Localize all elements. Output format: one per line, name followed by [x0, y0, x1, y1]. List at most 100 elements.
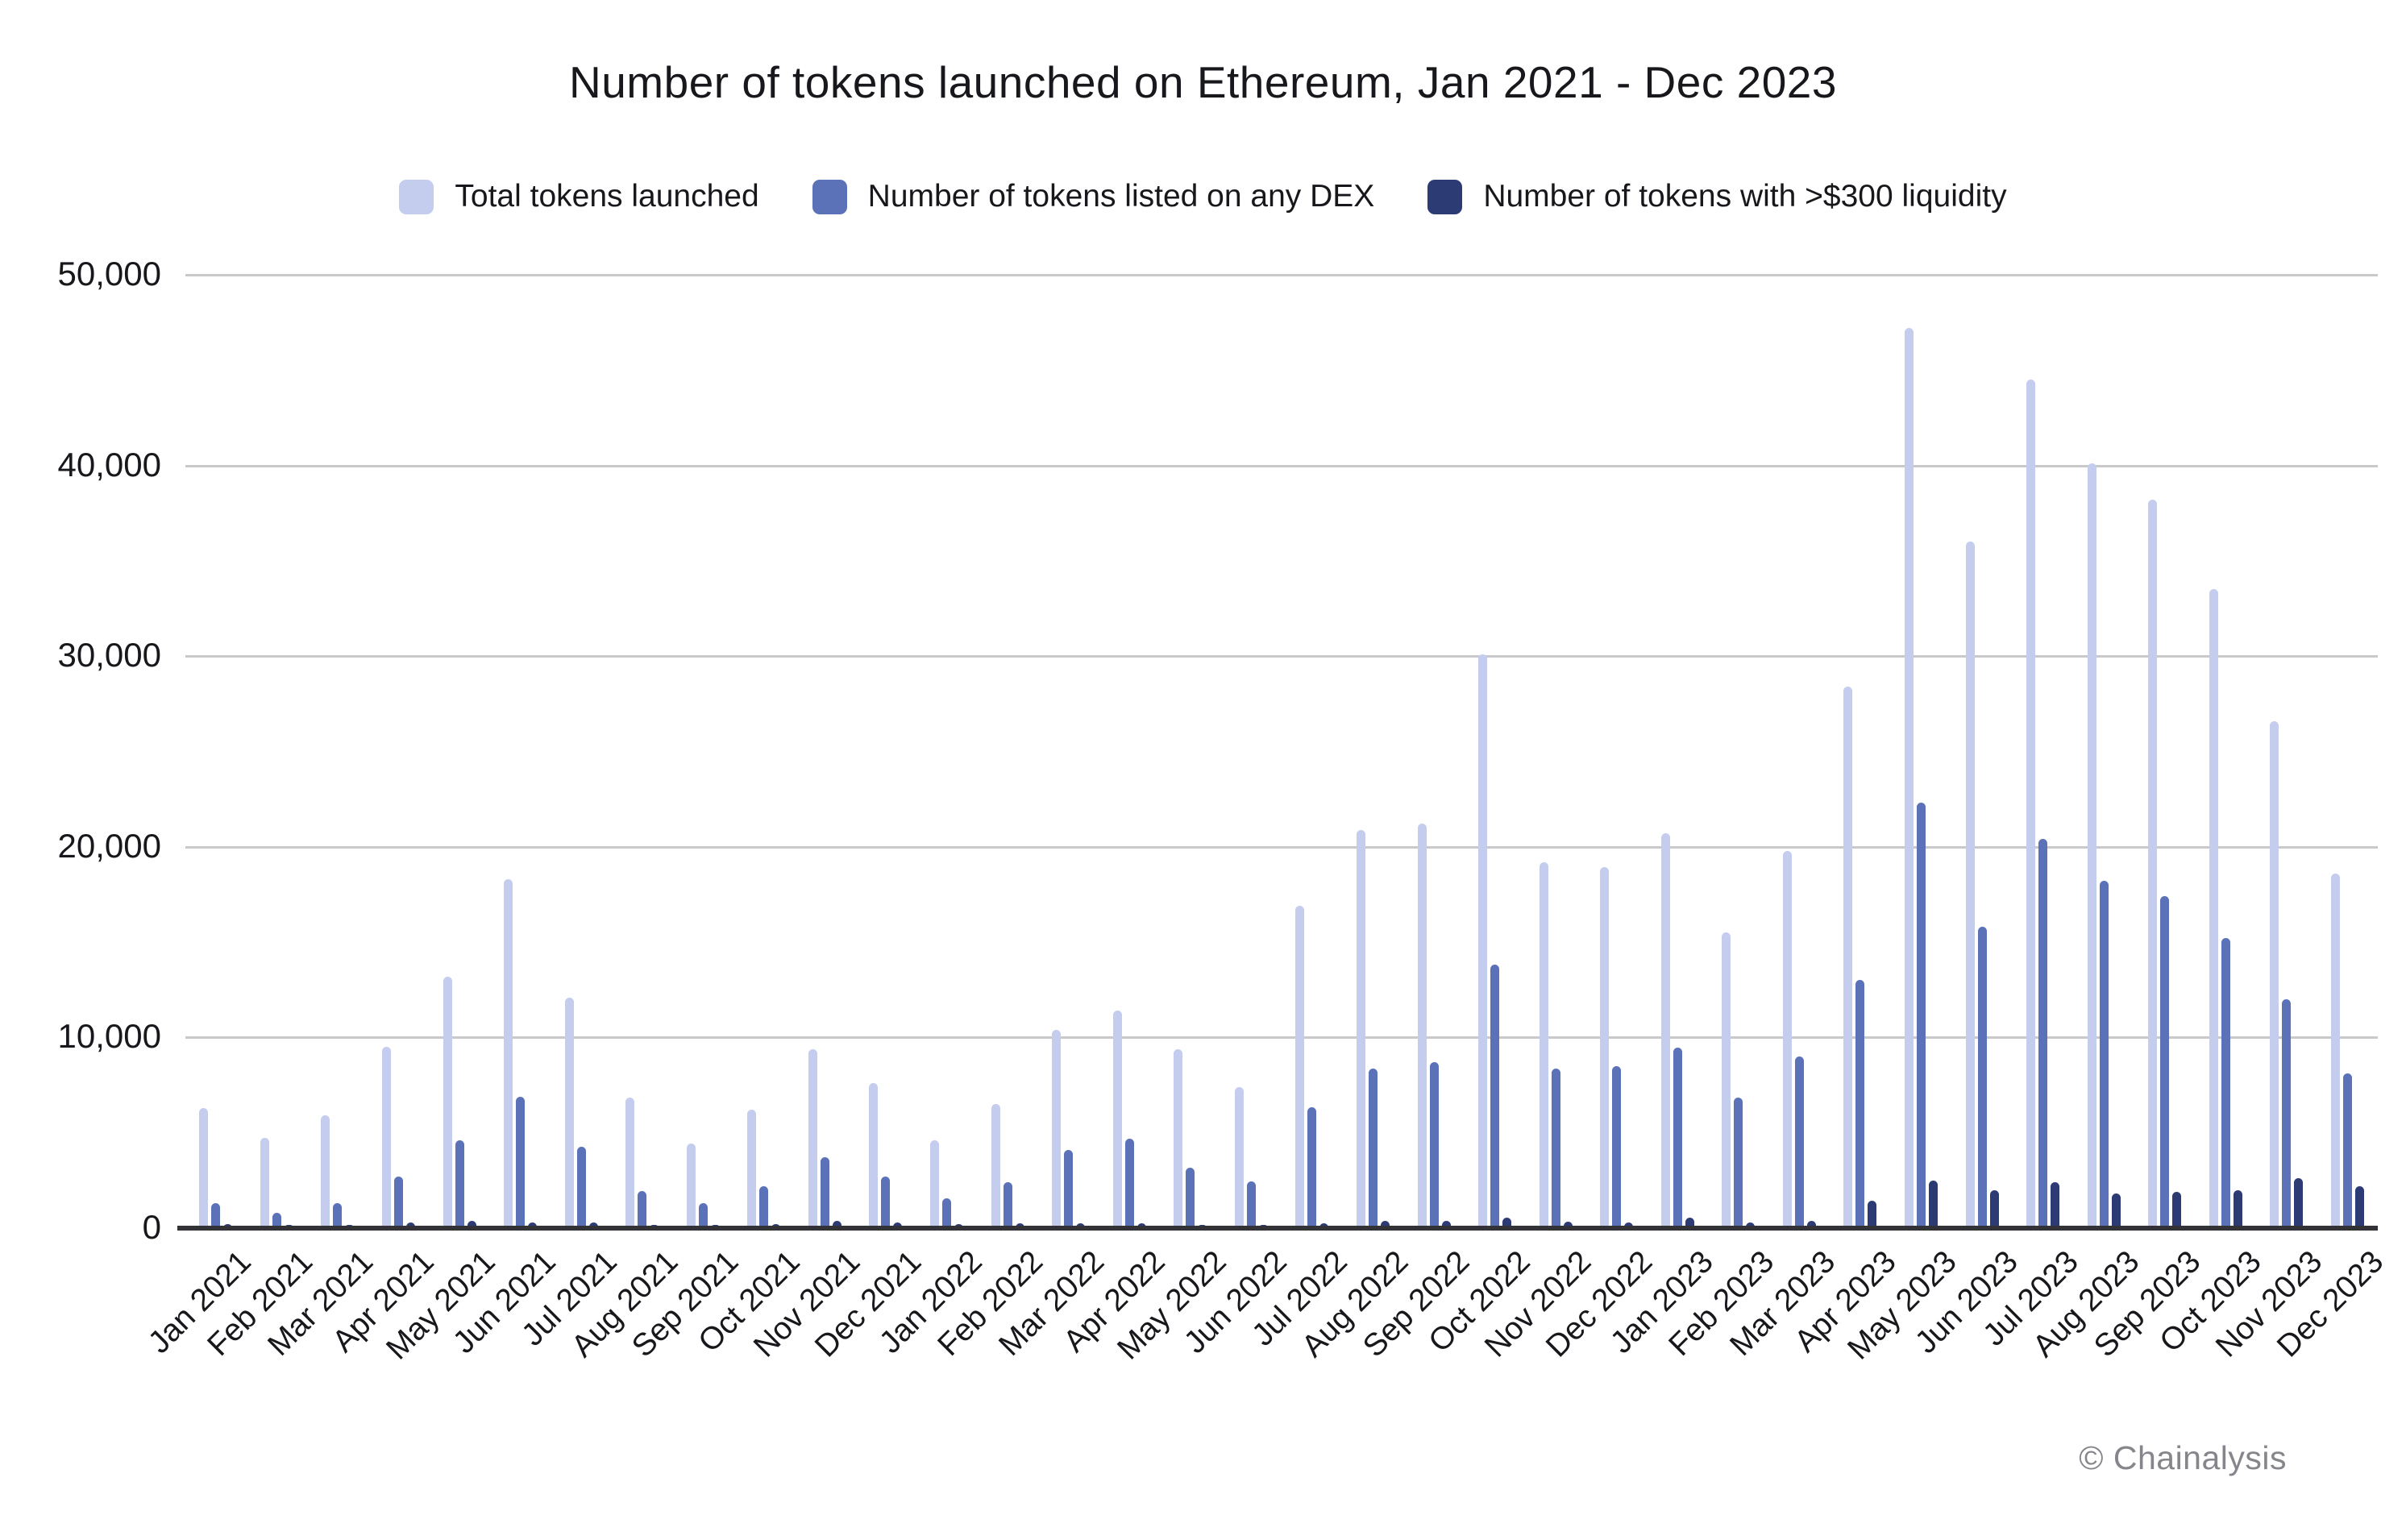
bar-total-feb-2022 — [991, 1104, 1000, 1228]
month-group-apr-2021: Apr 2021 — [326, 275, 441, 1359]
bar-liquidity-nov-2021 — [832, 1221, 841, 1228]
bar-total-mar-2021 — [321, 1115, 330, 1228]
bar-dex-dec-2023 — [2342, 1073, 2352, 1228]
bar-dex-jul-2023 — [2038, 839, 2048, 1228]
plot-area: 50,000 40,000 30,000 20,000 10,000 0 Jan… — [58, 255, 2390, 1367]
bar-liquidity-dec-2023 — [2354, 1186, 2364, 1228]
legend-label-total: Total tokens launched — [455, 179, 759, 214]
legend-swatch-liquidity-icon — [1427, 179, 1463, 214]
bar-dex-aug-2021 — [638, 1191, 647, 1228]
bar-total-nov-2021 — [808, 1049, 817, 1228]
bar-dex-jul-2022 — [1307, 1107, 1317, 1228]
bar-total-jan-2021 — [199, 1108, 209, 1228]
legend-item-liquidity: Number of tokens with >$300 liquidity — [1427, 179, 2007, 214]
bar-total-sep-2022 — [1417, 824, 1427, 1228]
bar-total-may-2021 — [443, 977, 452, 1228]
bar-liquidity-apr-2021 — [405, 1222, 415, 1228]
month-group-aug-2022: Aug 2022 — [1295, 275, 1415, 1364]
month-group-may-2021: May 2021 — [380, 275, 501, 1367]
bar-dex-aug-2022 — [1368, 1069, 1378, 1228]
bar-dex-sep-2023 — [2160, 896, 2170, 1228]
month-group-jan-2023: Jan 2023 — [1604, 275, 1720, 1360]
x-axis-line — [177, 1226, 2378, 1231]
bar-dex-mar-2021 — [333, 1203, 343, 1228]
gridline-50000 — [185, 274, 2378, 276]
month-group-mar-2021: Mar 2021 — [261, 275, 380, 1363]
bar-dex-jan-2023 — [1673, 1048, 1682, 1228]
bar-dex-apr-2021 — [393, 1177, 403, 1228]
month-group-may-2023: May 2023 — [1841, 275, 1963, 1367]
month-group-apr-2023: Apr 2023 — [1788, 275, 1902, 1359]
bar-total-apr-2022 — [1112, 1011, 1122, 1228]
bar-liquidity-jul-2023 — [2051, 1182, 2060, 1228]
bar-liquidity-may-2023 — [1929, 1181, 1939, 1228]
bar-total-jan-2022 — [930, 1140, 940, 1228]
month-group-aug-2023: Aug 2023 — [2026, 275, 2146, 1364]
bar-liquidity-jun-2021 — [528, 1222, 538, 1228]
bar-dex-may-2022 — [1186, 1168, 1195, 1228]
bar-dex-feb-2021 — [272, 1213, 281, 1228]
bar-dex-jun-2021 — [516, 1097, 526, 1228]
bar-total-feb-2023 — [1722, 932, 1731, 1228]
bar-liquidity-jul-2021 — [588, 1222, 598, 1228]
bar-liquidity-nov-2022 — [1563, 1222, 1573, 1228]
bar-dex-nov-2023 — [2282, 999, 2292, 1228]
bar-total-jul-2022 — [1295, 906, 1305, 1228]
month-group-sep-2023: Sep 2023 — [2088, 275, 2207, 1364]
bar-liquidity-apr-2023 — [1868, 1201, 1877, 1228]
month-group-may-2022: May 2022 — [1111, 275, 1232, 1367]
bar-liquidity-dec-2022 — [1624, 1222, 1634, 1228]
month-group-jun-2023: Jun 2023 — [1909, 275, 2024, 1360]
month-group-feb-2022: Feb 2022 — [932, 275, 1049, 1363]
month-group-feb-2023: Feb 2023 — [1662, 275, 1781, 1363]
bar-total-apr-2023 — [1843, 687, 1853, 1228]
legend: Total tokens launched Number of tokens l… — [0, 179, 2406, 214]
bar-liquidity-may-2021 — [467, 1221, 476, 1228]
bar-total-feb-2021 — [260, 1138, 269, 1228]
bar-liquidity-oct-2022 — [1502, 1218, 1512, 1228]
bar-total-sep-2023 — [2148, 500, 2158, 1228]
month-group-nov-2023: Nov 2023 — [2209, 275, 2329, 1364]
month-group-sep-2021: Sep 2021 — [625, 275, 746, 1364]
bar-total-oct-2021 — [747, 1110, 757, 1228]
bar-total-jul-2021 — [564, 998, 574, 1228]
month-group-apr-2022: Apr 2022 — [1057, 275, 1172, 1359]
bar-total-oct-2022 — [1478, 654, 1488, 1228]
month-group-sep-2022: Sep 2022 — [1357, 275, 1476, 1364]
bar-total-dec-2023 — [2330, 874, 2340, 1228]
legend-label-liquidity: Number of tokens with >$300 liquidity — [1483, 179, 2007, 214]
bar-dex-dec-2021 — [881, 1177, 891, 1228]
bar-dex-oct-2023 — [2221, 938, 2230, 1228]
bar-total-nov-2023 — [2270, 721, 2279, 1228]
legend-swatch-total-icon — [399, 179, 434, 214]
gridline-30000 — [185, 655, 2378, 658]
month-group-nov-2021: Nov 2021 — [747, 275, 867, 1364]
chainalysis-watermark: © Chainalysis — [2079, 1439, 2287, 1476]
month-group-jul-2023: Jul 2023 — [1976, 275, 2085, 1353]
bar-total-jan-2023 — [1660, 833, 1670, 1228]
month-group-oct-2021: Oct 2021 — [692, 275, 806, 1359]
bar-liquidity-jan-2023 — [1685, 1218, 1694, 1228]
legend-swatch-dex-icon — [812, 179, 847, 214]
bar-liquidity-dec-2021 — [893, 1222, 903, 1228]
bar-dex-sep-2022 — [1429, 1062, 1439, 1228]
bar-liquidity-aug-2022 — [1380, 1221, 1390, 1228]
month-group-dec-2021: Dec 2021 — [808, 275, 928, 1364]
month-group-jan-2022: Jan 2022 — [873, 275, 989, 1360]
bar-dex-dec-2022 — [1612, 1066, 1622, 1228]
y-tick-label: 50,000 — [57, 255, 161, 293]
bar-liquidity-aug-2023 — [2111, 1193, 2121, 1228]
bar-total-dec-2022 — [1600, 867, 1610, 1228]
bar-liquidity-oct-2023 — [2233, 1190, 2242, 1228]
bar-total-dec-2021 — [869, 1083, 879, 1228]
legend-item-dex: Number of tokens listed on any DEX — [812, 179, 1374, 214]
month-group-oct-2023: Oct 2023 — [2153, 275, 2268, 1359]
gridline-20000 — [185, 845, 2378, 849]
bar-dex-mar-2022 — [1064, 1150, 1074, 1228]
bar-liquidity-nov-2023 — [2294, 1178, 2304, 1228]
month-group-jul-2022: Jul 2022 — [1246, 275, 1354, 1353]
month-group-dec-2022: Dec 2022 — [1540, 275, 1659, 1364]
month-group-jul-2021: Jul 2021 — [515, 275, 624, 1353]
bar-dex-oct-2021 — [759, 1186, 769, 1228]
